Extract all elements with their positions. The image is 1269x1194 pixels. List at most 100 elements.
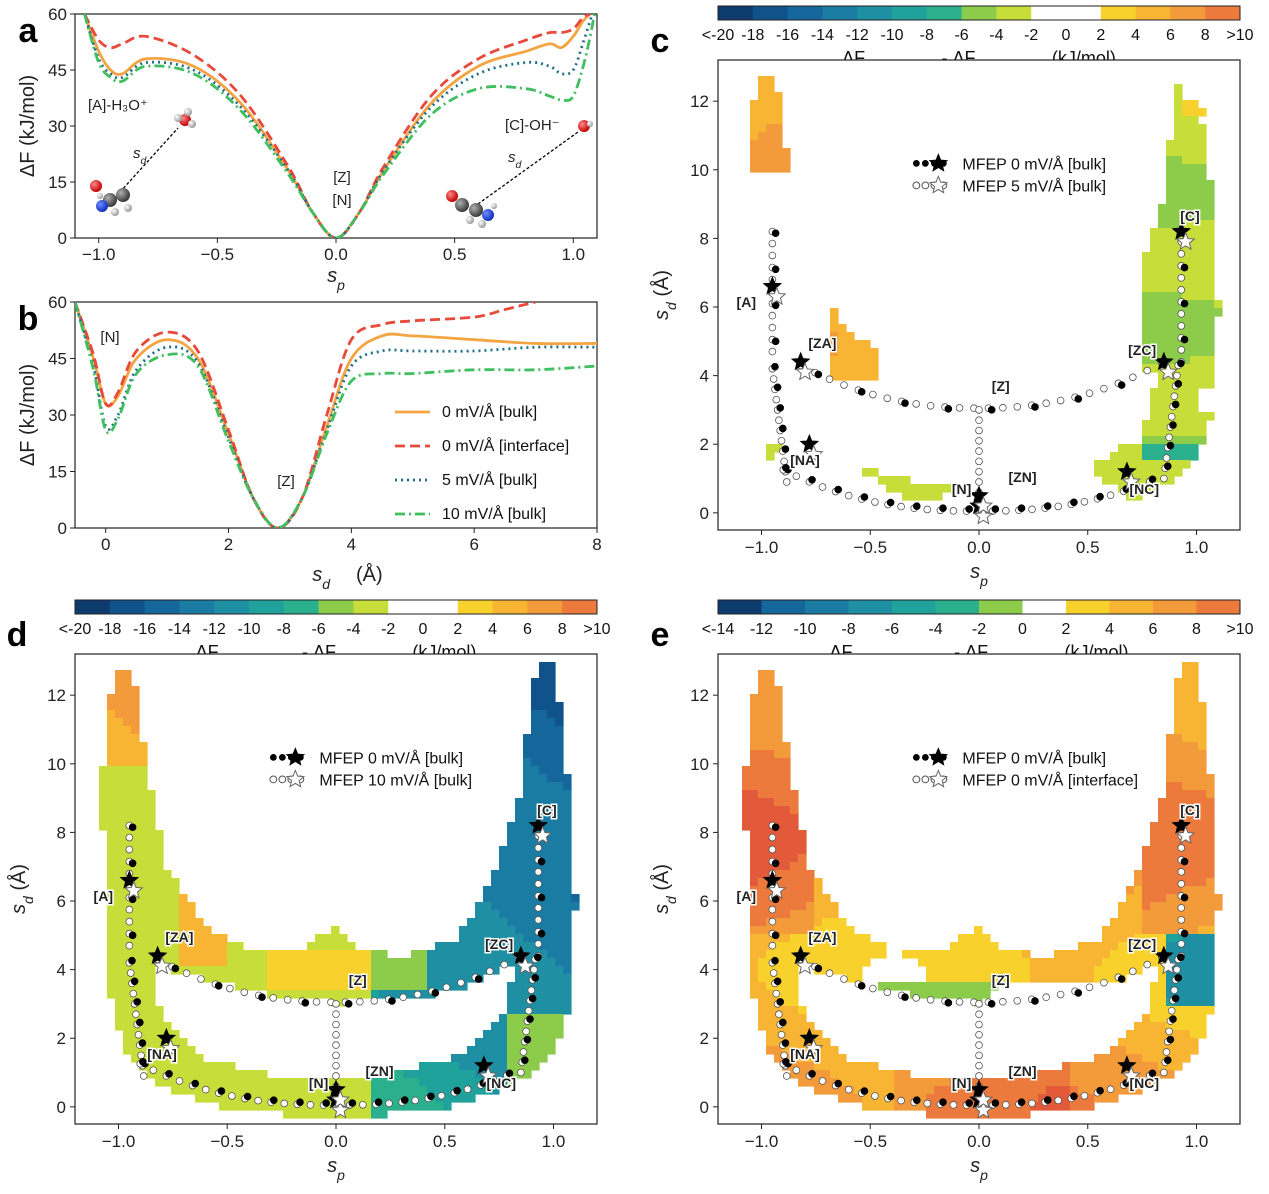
heatmap-cell (171, 958, 180, 967)
colorbar-tick-label: 8 (558, 621, 567, 638)
heatmap-cell (1118, 926, 1127, 935)
heatmap-cell (1182, 870, 1191, 879)
state-label: [C] (537, 802, 556, 818)
heatmap-cell (758, 670, 767, 679)
heatmap-cell (1038, 966, 1047, 975)
heatmap-cell (758, 116, 767, 125)
heatmap-cell (307, 950, 316, 959)
heatmap-cell (798, 846, 807, 855)
heatmap-cell (563, 982, 572, 991)
heatmap-cell (195, 1062, 204, 1071)
heatmap-cell (539, 798, 548, 807)
heatmap-cell (123, 766, 132, 775)
heatmap-cell (1206, 974, 1215, 983)
heatmap-cell (531, 782, 540, 791)
y-axis-label: ΔF (kJ/mol) (17, 364, 39, 466)
x-tick-label: 1.0 (561, 245, 585, 264)
heatmap-cell (355, 1102, 364, 1111)
heatmap-cell (515, 798, 524, 807)
mfep-open-marker (134, 1031, 143, 1039)
heatmap-cell (766, 452, 775, 461)
state-label: [C] (1180, 208, 1199, 224)
mfep-filled-marker (171, 964, 180, 973)
heatmap-cell (1078, 942, 1087, 951)
heatmap-cell (1198, 718, 1207, 727)
heatmap-cell (1190, 1030, 1199, 1039)
heatmap-cell (1134, 444, 1143, 453)
heatmap-cell (507, 886, 516, 895)
heatmap-cell (171, 1078, 180, 1087)
mfep-open-marker (883, 394, 892, 403)
heatmap-cell (1086, 942, 1095, 951)
x-tick-label: 0.5 (1076, 538, 1100, 557)
colorbar-segment (1100, 6, 1137, 20)
heatmap-cell (1150, 1054, 1159, 1063)
heatmap-cell (115, 878, 124, 887)
heatmap-cell (766, 718, 775, 727)
heatmap-cell (878, 476, 887, 485)
heatmap-cell (291, 974, 300, 983)
nitrogen-atom (482, 209, 494, 221)
y-tick-label: 8 (700, 823, 709, 842)
heatmap-cell (1158, 814, 1167, 823)
heatmap-cell (531, 1006, 540, 1015)
heatmap-cell (1046, 974, 1055, 983)
heatmap-cell (774, 710, 783, 719)
heatmap-cell (115, 902, 124, 911)
colorbar-segment (353, 600, 389, 614)
heatmap-cell (467, 1046, 476, 1055)
colorbar-segment (1031, 6, 1067, 20)
heatmap-cell (539, 758, 548, 767)
heatmap-cell (147, 926, 156, 935)
heatmap-cell (1166, 380, 1175, 389)
heatmap-cell (1206, 774, 1215, 783)
mfep-open-marker (332, 1020, 340, 1029)
heatmap-cell (750, 878, 759, 887)
mfep-open-marker (486, 967, 494, 976)
heatmap-cell (934, 990, 943, 999)
heatmap-cell (1166, 926, 1175, 935)
heatmap-cell (1206, 894, 1215, 903)
heatmap-cell (1182, 444, 1191, 453)
heatmap-cell (155, 1006, 164, 1015)
heatmap-cell (774, 100, 783, 109)
heatmap-cell (830, 1046, 839, 1055)
heatmap-cell (814, 1070, 823, 1079)
legend-marker-open (269, 775, 278, 784)
heatmap-cell (251, 1070, 260, 1079)
heatmap-cell (942, 974, 951, 983)
heatmap-cell (790, 942, 799, 951)
mfep-open-marker (777, 1031, 786, 1039)
heatmap-cell (387, 974, 396, 983)
heatmap-cell (750, 782, 759, 791)
heatmap-cell (958, 934, 967, 943)
state-label: [N] (952, 481, 971, 497)
heatmap-cell (1190, 838, 1199, 847)
heatmap-cell (251, 966, 260, 975)
heatmap-cell (211, 966, 220, 975)
heatmap-cell (523, 1046, 532, 1055)
heatmap-cell (555, 974, 564, 983)
state-label: [Z] (992, 972, 1010, 988)
colorbar-tick-label: -12 (846, 27, 869, 44)
heatmap-cell (107, 870, 116, 879)
heatmap-cell (1206, 284, 1215, 293)
heatmap-cell (1094, 1054, 1103, 1063)
heatmap-cell (790, 926, 799, 935)
panel-letter: a (19, 12, 39, 50)
heatmap-cell (1022, 1102, 1031, 1111)
heatmap-cell (862, 340, 871, 349)
heatmap-cell (539, 814, 548, 823)
heatmap-cell (742, 766, 751, 775)
heatmap-cell (790, 862, 799, 871)
heatmap-cell (1182, 396, 1191, 405)
heatmap-cell (203, 1070, 212, 1079)
mfep-open-marker (442, 983, 451, 992)
heatmap-cell (814, 910, 823, 919)
colorbar-tick-label: -2 (1024, 27, 1038, 44)
mfep-star-open (766, 880, 787, 900)
heatmap-cell (507, 934, 516, 943)
colorbar-tick-label: >10 (1226, 621, 1253, 638)
heatmap-cell (1206, 958, 1215, 967)
mfep-filled-marker (939, 504, 947, 513)
